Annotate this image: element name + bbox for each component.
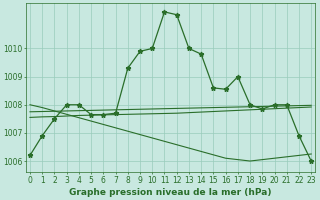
X-axis label: Graphe pression niveau de la mer (hPa): Graphe pression niveau de la mer (hPa) — [69, 188, 272, 197]
